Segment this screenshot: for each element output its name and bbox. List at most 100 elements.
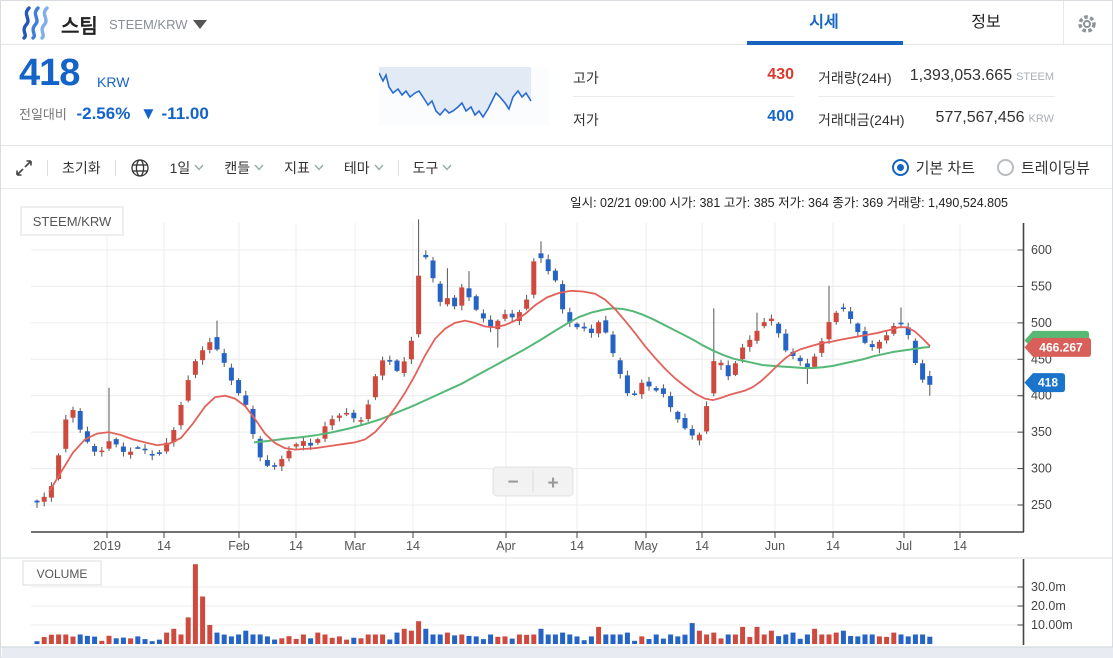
change-label: 전일대비 — [19, 107, 67, 122]
change-row: 전일대비 -2.56% ▼ -11.00 — [19, 104, 209, 124]
volume-label: VOLUME — [37, 567, 88, 581]
dropdown-indicator[interactable]: 지표 — [284, 158, 324, 178]
dropdown-theme-label: 테마 — [343, 159, 370, 176]
dropdown-theme[interactable]: 테마 — [344, 158, 384, 178]
radio-basic-chart-label: 기본 차트 — [915, 160, 975, 177]
volume24h-number: 1,393,053.665 — [909, 67, 1013, 84]
svg-text:Jun: Jun — [765, 539, 785, 553]
high-label: 고가 — [573, 70, 599, 86]
dropdown-indicator-label: 지표 — [284, 159, 310, 176]
volume24h-value: 1,393,053.665 STEEM — [854, 67, 1054, 85]
low-value: 400 — [767, 108, 794, 125]
header: 스팀 STEEM/KRW 시세 정보 — [1, 1, 1112, 45]
volume-label-box — [22, 560, 102, 586]
chart-type-radios: 기본 차트 트레이딩뷰 — [870, 157, 1090, 178]
radio-tradingview-label: 트레이딩뷰 — [1020, 160, 1090, 177]
svg-text:20.0m: 20.0m — [1031, 599, 1066, 613]
volume-bars — [34, 564, 933, 644]
value24h-number: 577,567,456 — [935, 109, 1025, 126]
value24h-value: 577,567,456 KRW — [854, 109, 1054, 127]
market-dropdown-caret-icon[interactable] — [193, 20, 207, 29]
radio-basic-chart[interactable]: 기본 차트 — [891, 157, 975, 178]
value24h-label: 거래대금(24H) — [818, 112, 905, 128]
zoom-controls[interactable]: − + — [492, 466, 574, 497]
svg-text:300: 300 — [1031, 462, 1052, 476]
svg-text:400: 400 — [1031, 389, 1052, 403]
toolbar-divider — [47, 159, 48, 176]
svg-text:500: 500 — [1031, 316, 1052, 330]
chart-title-box — [20, 206, 124, 236]
toolbar-divider — [114, 159, 116, 176]
candles-layer — [34, 219, 933, 508]
change-amount: ▼ -11.00 — [139, 104, 209, 123]
dropdown-candle[interactable]: 캔들 — [224, 158, 264, 178]
svg-text:10.00m: 10.00m — [1031, 618, 1073, 632]
steem-logo — [22, 6, 49, 40]
stat-divider-right — [818, 96, 1055, 97]
globe-icon[interactable] — [130, 158, 150, 178]
dropdown-interval[interactable]: 1일 — [170, 158, 205, 178]
dropdown-candle-label: 캔들 — [224, 159, 251, 176]
stat-divider-left — [573, 96, 794, 97]
last-price-tag — [1024, 373, 1065, 393]
svg-text:14: 14 — [289, 539, 303, 553]
svg-text:14: 14 — [695, 539, 709, 553]
gear-icon[interactable] — [1075, 12, 1099, 36]
dropdown-tools[interactable]: 도구 — [413, 158, 453, 178]
toolbar-divider — [397, 159, 399, 176]
svg-text:14: 14 — [570, 539, 584, 553]
mini-sparkline-chart — [379, 67, 549, 125]
svg-text:250: 250 — [1031, 498, 1052, 512]
radio-basic-chart-dot — [891, 159, 909, 176]
change-percent: -2.56% — [76, 104, 131, 123]
svg-text:2019: 2019 — [93, 539, 121, 553]
value24h-unit: KRW — [1028, 113, 1054, 125]
header-divider — [1063, 1, 1064, 44]
radio-tradingview-dot — [996, 159, 1014, 176]
ma-long-line — [253, 307, 931, 444]
svg-text:Feb: Feb — [228, 539, 250, 553]
chart-title: STEEM/KRW — [33, 214, 112, 229]
dropdown-interval-label: 1일 — [169, 159, 191, 176]
svg-text:14: 14 — [157, 539, 171, 553]
chart-toolbar: 초기화 1일 캔들 지표 테마 도구 기본 차트 트레이딩뷰 — [1, 147, 1112, 189]
ma-short-line — [48, 289, 931, 493]
current-price: 418 — [19, 52, 80, 94]
svg-text:14: 14 — [953, 539, 967, 553]
last-price-text: 418 — [1038, 376, 1058, 390]
svg-text:Jul: Jul — [896, 539, 912, 553]
active-tab-underline — [747, 41, 903, 45]
coin-name: 스팀 — [61, 16, 98, 38]
radio-tradingview[interactable]: 트레이딩뷰 — [996, 157, 1090, 178]
low-label: 저가 — [573, 112, 599, 128]
expand-icon[interactable] — [15, 159, 33, 177]
tab-price[interactable]: 시세 — [809, 14, 839, 31]
pair-label: STEEM/KRW — [109, 17, 188, 32]
zoom-out-button[interactable]: − — [507, 472, 518, 493]
svg-text:Mar: Mar — [344, 539, 366, 553]
info-bar: 418 KRW 전일대비 -2.56% ▼ -11.00 고가 430 저가 4… — [1, 46, 1112, 146]
svg-text:Apr: Apr — [496, 539, 515, 553]
svg-text:30.0m: 30.0m — [1031, 580, 1066, 594]
chart-area[interactable]: 600 550 500 450 400 350 300 250 2019 14 Feb 14 Mar 14… — [1, 189, 1113, 658]
volume24h-unit: STEEM — [1016, 71, 1054, 83]
high-value: 430 — [767, 66, 794, 83]
sparkline-fill — [379, 67, 531, 117]
ma-value-text: 466.267 — [1039, 340, 1083, 354]
tab-info[interactable]: 정보 — [971, 14, 1001, 31]
svg-text:600: 600 — [1031, 243, 1052, 257]
price-currency: KRW — [97, 74, 130, 90]
svg-text:14: 14 — [826, 539, 840, 553]
reset-button[interactable]: 초기화 — [62, 159, 101, 176]
sparkline-line — [379, 72, 532, 119]
volume24h-label: 거래량(24H) — [818, 70, 892, 86]
svg-text:14: 14 — [406, 539, 420, 553]
svg-text:May: May — [634, 539, 658, 553]
svg-text:550: 550 — [1031, 279, 1052, 293]
ma-value-tag — [1024, 337, 1091, 357]
zoom-in-button[interactable]: + — [547, 473, 558, 494]
svg-text:350: 350 — [1031, 425, 1052, 439]
